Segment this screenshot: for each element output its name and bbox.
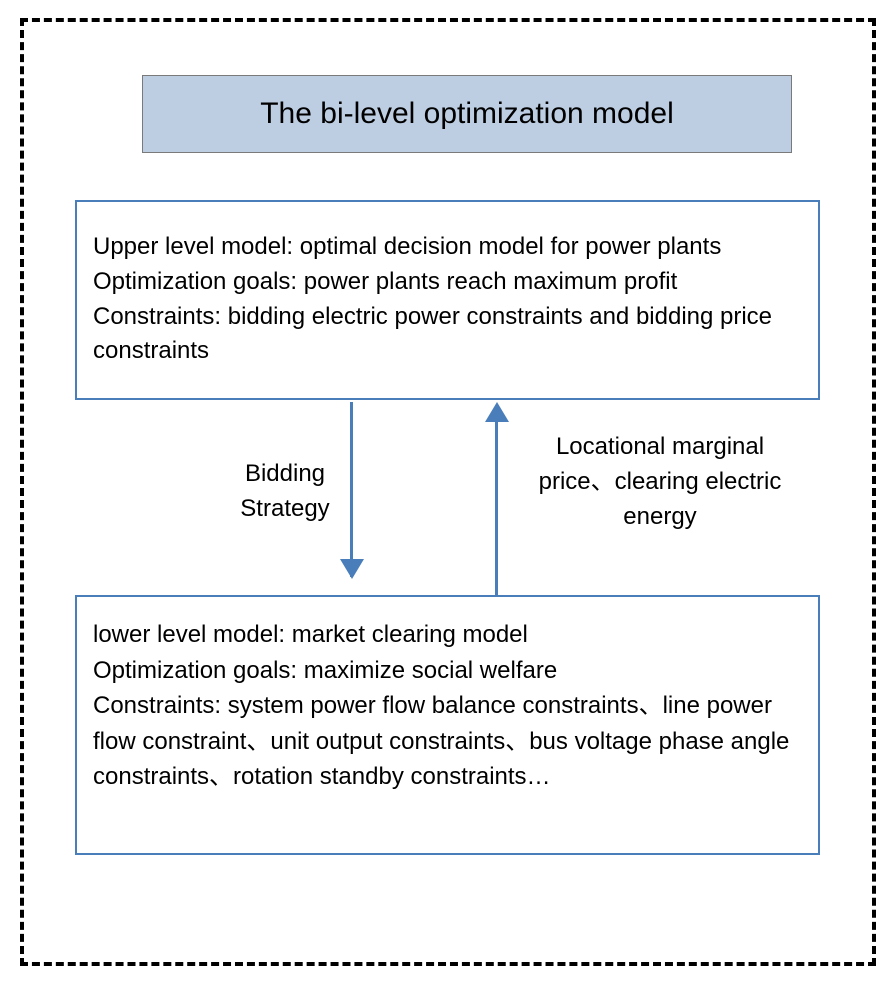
lower-line-2: Optimization goals: maximize social welf… (93, 653, 802, 689)
arrow-up-icon (495, 420, 498, 595)
arrow-label-left: Bidding Strategy (225, 457, 345, 527)
title-box: The bi-level optimization model (142, 75, 792, 153)
lower-line-3: Constraints: system power flow balance c… (93, 688, 802, 795)
arrow-down-icon (350, 402, 353, 577)
upper-level-box: Upper level model: optimal decision mode… (75, 200, 820, 400)
title-text: The bi-level optimization model (260, 97, 674, 131)
upper-line-3: Constraints: bidding electric power cons… (93, 300, 802, 370)
upper-line-1: Upper level model: optimal decision mode… (93, 230, 802, 265)
lower-line-1: lower level model: market clearing model (93, 617, 802, 653)
upper-line-2: Optimization goals: power plants reach m… (93, 265, 802, 300)
lower-level-box: lower level model: market clearing model… (75, 595, 820, 855)
arrow-label-right: Locational marginal price、clearing elect… (520, 430, 800, 534)
